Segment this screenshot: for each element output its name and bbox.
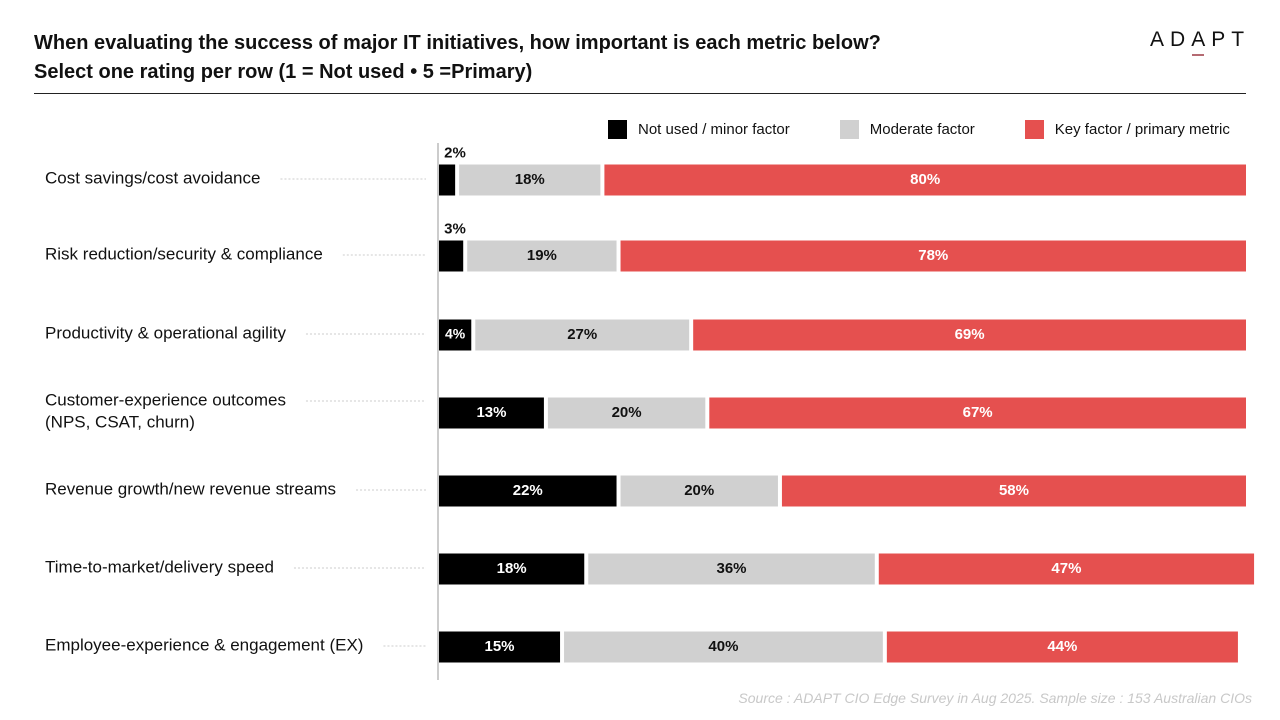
chart-title: When evaluating the success of major IT … [34,29,881,87]
bar-segment-moderate [564,631,883,663]
category-label: Revenue growth/new revenue streams [45,479,336,498]
bar-segment-key-factor [886,631,1238,663]
legend: Not used / minor factor Moderate factor … [608,120,1230,139]
bar-segment-key-factor [604,164,1246,196]
legend-item-key-factor: Key factor / primary metric [1024,120,1230,139]
data-label: 40% [708,638,738,655]
category-label: Customer-experience outcomes [45,390,286,409]
adapt-logo: ADA PT [1150,28,1250,56]
bar-segment-not-used [439,240,464,272]
legend-swatch-grey [839,120,859,139]
data-label: 20% [612,404,642,421]
category-label: Cost savings/cost avoidance [45,168,260,187]
bar-segment-key-factor [693,319,1246,351]
bar-segment-key-factor [878,553,1255,585]
bar-segment-not-used [439,475,617,507]
category-label: Time-to-market/delivery speed [45,557,274,576]
bar-segment-key-factor [709,397,1246,429]
bar-segment-moderate [588,553,875,585]
data-label: 78% [918,247,948,264]
data-label: 15% [485,638,515,655]
bar-segment-moderate [547,397,706,429]
data-label: 20% [684,482,714,499]
category-label: Employee-experience & engagement (EX) [45,635,363,654]
data-label: 36% [717,560,747,577]
bar-segment-key-factor [781,475,1246,507]
bar-segment-moderate [620,475,778,507]
data-label: 27% [567,326,597,343]
bar-segment-not-used [439,631,561,663]
data-label: 44% [1047,638,1077,655]
category-label: Productivity & operational agility [45,323,286,342]
category-label: (NPS, CSAT, churn) [45,412,195,431]
data-label: 2% [444,144,466,161]
bar-segment-moderate [459,164,601,196]
legend-swatch-red [1024,120,1044,139]
data-label: 22% [513,482,543,499]
data-label: 19% [527,247,557,264]
data-label: 3% [444,220,466,237]
data-label: 4% [445,326,466,342]
bar-segment-not-used [439,319,472,351]
bar-segment-not-used [439,553,585,585]
bar-segment-moderate [467,240,617,272]
data-label: 13% [476,404,506,421]
title-line-2: Select one rating per row (1 = Not used … [34,61,533,83]
legend-item-moderate: Moderate factor [839,120,975,139]
data-label: 58% [999,482,1029,499]
source-note: Source : ADAPT CIO Edge Survey in Aug 20… [738,690,1252,706]
bar-segment-key-factor [620,240,1246,272]
legend-swatch-black [608,120,627,139]
data-label: 80% [910,171,940,188]
bar-segment-not-used [439,397,544,429]
data-label: 67% [963,404,993,421]
title-divider [34,93,1246,94]
bar-segment-moderate [475,319,690,351]
legend-item-not-used: Not used / minor factor [608,120,790,139]
data-label: 18% [515,171,545,188]
title-line-1: When evaluating the success of major IT … [34,32,881,54]
data-label: 69% [955,326,985,343]
bar-segment-not-used [439,164,456,196]
data-label: 47% [1051,560,1081,577]
logo-accent-underline [1192,54,1205,56]
data-label: 18% [497,560,527,577]
category-label: Risk reduction/security & compliance [45,244,323,263]
